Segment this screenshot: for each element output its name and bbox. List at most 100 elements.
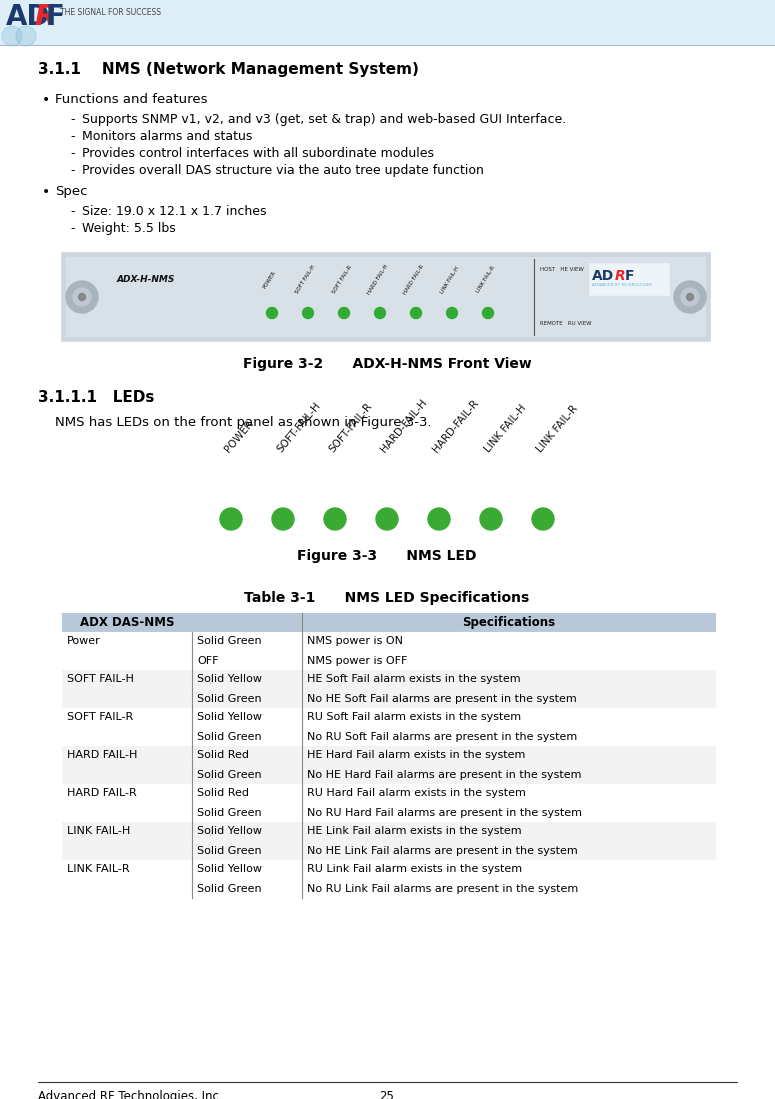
Text: SOFT FAIL-H: SOFT FAIL-H <box>295 265 317 295</box>
Bar <box>62 879 715 898</box>
Text: No RU Link Fail alarms are present in the system: No RU Link Fail alarms are present in th… <box>307 884 578 893</box>
Circle shape <box>532 508 554 530</box>
Text: -: - <box>70 206 74 218</box>
Text: Solid Green: Solid Green <box>197 636 262 646</box>
Bar <box>62 613 715 632</box>
Text: HARD-FAIL-R: HARD-FAIL-R <box>432 398 481 454</box>
Text: Spec: Spec <box>55 185 88 198</box>
Text: Provides control interfaces with all subordinate modules: Provides control interfaces with all sub… <box>82 147 434 160</box>
Text: Power: Power <box>67 636 101 646</box>
Bar <box>62 253 710 341</box>
Text: Supports SNMP v1, v2, and v3 (get, set & trap) and web-based GUI Interface.: Supports SNMP v1, v2, and v3 (get, set &… <box>82 113 567 126</box>
Text: Functions and features: Functions and features <box>55 93 208 106</box>
Text: -: - <box>70 130 74 143</box>
Text: ADX DAS-NMS: ADX DAS-NMS <box>80 617 174 629</box>
Text: No RU Hard Fail alarms are present in the system: No RU Hard Fail alarms are present in th… <box>307 808 582 818</box>
Text: NMS power is ON: NMS power is ON <box>307 636 403 646</box>
Text: No HE Soft Fail alarms are present in the system: No HE Soft Fail alarms are present in th… <box>307 693 577 703</box>
Text: F: F <box>625 269 635 284</box>
Text: HE Soft Fail alarm exists in the system: HE Soft Fail alarm exists in the system <box>307 675 521 685</box>
Text: Table 3-1      NMS LED Specifications: Table 3-1 NMS LED Specifications <box>244 591 529 606</box>
Text: Solid Red: Solid Red <box>197 751 249 761</box>
Circle shape <box>446 308 457 319</box>
Text: Solid Green: Solid Green <box>197 769 262 779</box>
Text: HARD FAIL-R: HARD FAIL-R <box>67 788 136 799</box>
Text: Size: 19.0 x 12.1 x 1.7 inches: Size: 19.0 x 12.1 x 1.7 inches <box>82 206 267 218</box>
Circle shape <box>272 508 294 530</box>
Text: 3.1.1    NMS (Network Management System): 3.1.1 NMS (Network Management System) <box>38 62 419 77</box>
Text: SOFT FAIL-R: SOFT FAIL-R <box>67 712 133 722</box>
Text: Figure 3-2      ADX-H-NMS Front View: Figure 3-2 ADX-H-NMS Front View <box>243 357 532 371</box>
Text: OFF: OFF <box>197 655 219 666</box>
Text: AD: AD <box>6 3 50 31</box>
Circle shape <box>681 288 699 306</box>
Text: Solid Yellow: Solid Yellow <box>197 865 262 875</box>
Circle shape <box>16 26 36 46</box>
Text: SOFT-FAIL-R: SOFT-FAIL-R <box>327 401 374 454</box>
Text: ADX-H-NMS: ADX-H-NMS <box>117 275 175 284</box>
Bar <box>62 613 715 632</box>
Text: -: - <box>70 147 74 160</box>
Bar <box>589 263 669 295</box>
Text: POWER: POWER <box>223 419 256 454</box>
Text: LINK FAIL-R: LINK FAIL-R <box>67 865 129 875</box>
Text: Solid Yellow: Solid Yellow <box>197 675 262 685</box>
Text: Solid Green: Solid Green <box>197 884 262 893</box>
Circle shape <box>73 288 91 306</box>
Circle shape <box>66 281 98 313</box>
Text: 25: 25 <box>380 1090 394 1099</box>
Text: HE Hard Fail alarm exists in the system: HE Hard Fail alarm exists in the system <box>307 751 525 761</box>
Text: Provides overall DAS structure via the auto tree update function: Provides overall DAS structure via the a… <box>82 164 484 177</box>
Text: LINK FAIL-R: LINK FAIL-R <box>476 265 496 295</box>
Text: Specifications: Specifications <box>462 617 555 629</box>
Text: Monitors alarms and status: Monitors alarms and status <box>82 130 253 143</box>
Text: F: F <box>46 3 65 31</box>
Text: -: - <box>70 164 74 177</box>
Text: -: - <box>70 113 74 126</box>
Text: REMOTE   RU VIEW: REMOTE RU VIEW <box>540 321 591 326</box>
Circle shape <box>411 308 422 319</box>
Bar <box>62 765 715 784</box>
Circle shape <box>480 508 502 530</box>
Text: Solid Green: Solid Green <box>197 693 262 703</box>
Bar <box>62 708 715 728</box>
Text: Solid Yellow: Solid Yellow <box>197 826 262 836</box>
Text: Solid Green: Solid Green <box>197 732 262 742</box>
Text: R: R <box>34 3 55 31</box>
Text: HARD FAIL-H: HARD FAIL-H <box>67 751 137 761</box>
Bar <box>62 670 715 689</box>
Circle shape <box>374 308 385 319</box>
Circle shape <box>324 508 346 530</box>
Text: •: • <box>42 93 50 107</box>
Text: No HE Link Fail alarms are present in the system: No HE Link Fail alarms are present in th… <box>307 845 577 855</box>
Bar <box>62 822 715 841</box>
Text: Figure 3-3      NMS LED: Figure 3-3 NMS LED <box>298 550 477 563</box>
Text: AD: AD <box>592 269 615 284</box>
Circle shape <box>2 26 22 46</box>
Circle shape <box>267 308 277 319</box>
Text: LINK FAIL-H: LINK FAIL-H <box>439 265 460 295</box>
Bar <box>62 746 715 765</box>
Circle shape <box>220 508 242 530</box>
Text: R: R <box>615 269 625 284</box>
Text: Solid Green: Solid Green <box>197 845 262 855</box>
Text: Solid Green: Solid Green <box>197 808 262 818</box>
Text: HARD-FAIL-H: HARD-FAIL-H <box>379 397 429 454</box>
Bar <box>62 803 715 822</box>
Text: HARD FAIL-H: HARD FAIL-H <box>367 264 389 296</box>
Bar <box>66 257 706 337</box>
Text: Solid Red: Solid Red <box>197 788 249 799</box>
Text: LINK FAIL-H: LINK FAIL-H <box>484 402 529 454</box>
Circle shape <box>428 508 450 530</box>
Bar <box>62 728 715 746</box>
Circle shape <box>674 281 706 313</box>
Text: RU Hard Fail alarm exists in the system: RU Hard Fail alarm exists in the system <box>307 788 526 799</box>
Text: LINK FAIL-H: LINK FAIL-H <box>67 826 130 836</box>
Bar <box>0 0 775 45</box>
Circle shape <box>78 293 85 300</box>
Text: HE Link Fail alarm exists in the system: HE Link Fail alarm exists in the system <box>307 826 522 836</box>
Text: RU Soft Fail alarm exists in the system: RU Soft Fail alarm exists in the system <box>307 712 521 722</box>
Text: SOFT FAIL-H: SOFT FAIL-H <box>67 675 134 685</box>
Bar <box>62 689 715 708</box>
Circle shape <box>339 308 350 319</box>
